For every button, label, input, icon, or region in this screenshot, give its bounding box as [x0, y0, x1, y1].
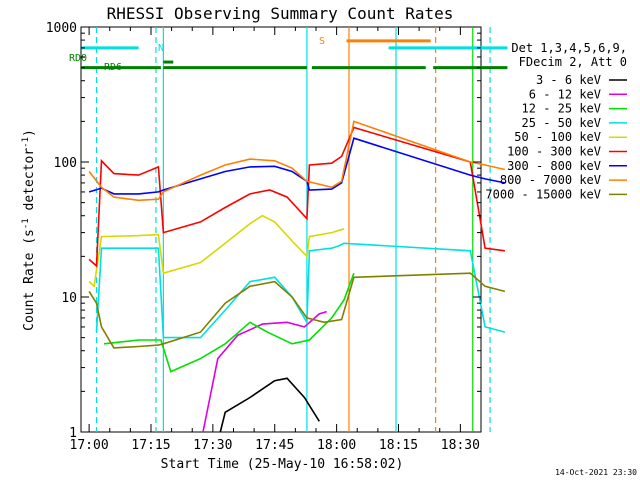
legend-label-1: 6 - 12 keV	[529, 87, 601, 101]
y-tick-label-1: 10	[61, 291, 77, 306]
plot-frame	[80, 26, 482, 433]
legend-header-1: Det 1,3,4,5,6,9,	[511, 41, 627, 55]
y-tick-label-3: 1000	[46, 21, 77, 36]
x-tick-label-1: 17:15	[131, 438, 170, 453]
y-axis-label: Count Rate (s-1 detector-1)	[21, 129, 37, 331]
x-tick-label-2: 17:30	[193, 438, 232, 453]
annotation-layer: RD0 RD6 N S	[69, 27, 508, 432]
series-line-2	[103, 272, 355, 373]
series-layer	[88, 120, 506, 433]
series-line-0	[219, 377, 320, 433]
x-tick-label-3: 17:45	[255, 438, 294, 453]
label-saa: S	[319, 36, 325, 47]
legend-label-6: 300 - 800 keV	[507, 159, 601, 173]
legend-header-2: FDecim 2, Att 0	[519, 55, 627, 69]
series-line-3	[95, 242, 506, 339]
x-tick-label-0: 17:00	[70, 438, 109, 453]
label-rd0: RD0	[69, 53, 87, 64]
legend-label-5: 100 - 300 keV	[507, 145, 601, 159]
legend-label-8: 7000 - 15000 keV	[485, 187, 601, 201]
axis-layer: 17:00 17:15 17:30 17:45 18:00 18:15 18:30 1 10 10…	[46, 21, 481, 453]
y-tick-label-0: 1	[69, 426, 77, 441]
series-line-7	[88, 120, 506, 202]
series-line-6	[88, 137, 506, 195]
legend-label-7: 800 - 7000 keV	[500, 173, 601, 187]
label-rd6: RD6	[104, 62, 122, 73]
x-tick-label-5: 18:15	[379, 438, 418, 453]
series-line-8	[88, 272, 506, 349]
y-tick-label-2: 100	[54, 156, 77, 171]
label-night: N	[158, 43, 164, 54]
x-tick-label-6: 18:30	[441, 438, 480, 453]
legend-label-0: 3 - 6 keV	[536, 73, 601, 87]
x-tick-label-4: 18:00	[317, 438, 356, 453]
legend-label-3: 25 - 50 keV	[522, 116, 601, 130]
series-line-4	[88, 214, 345, 288]
series-line-1	[202, 310, 327, 433]
x-axis-label: Start Time (25-May-10 16:58:02)	[161, 457, 404, 472]
chart-title: RHESSI Observing Summary Count Rates	[107, 4, 454, 23]
legend: Det 1,3,4,5,6,9, FDecim 2, Att 0 3 - 6 k…	[485, 41, 627, 201]
timestamp: 14-Oct-2021 23:30	[555, 468, 637, 477]
legend-label-4: 50 - 100 keV	[514, 130, 601, 144]
legend-label-2: 12 - 25 keV	[522, 102, 601, 116]
